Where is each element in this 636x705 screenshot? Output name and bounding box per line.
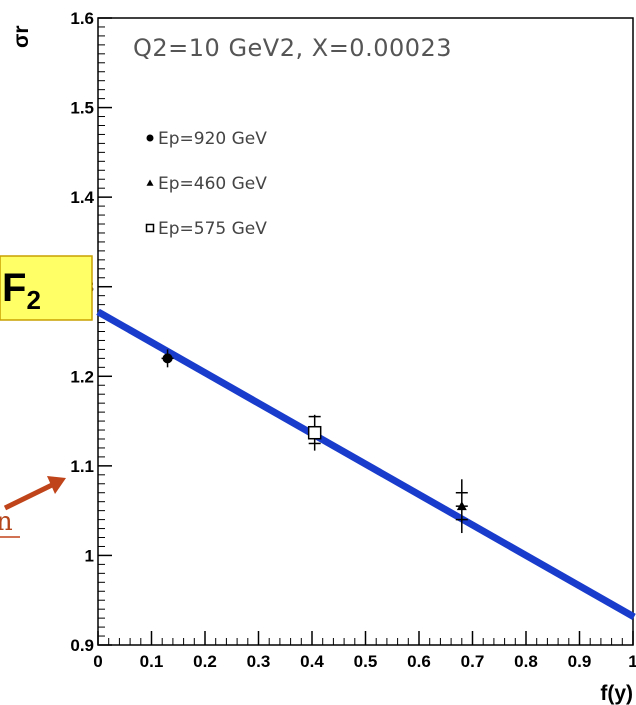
arrow-line [3, 482, 54, 511]
y-tick-label: 1.1 [70, 457, 94, 476]
y-tick-label: 1.5 [70, 99, 94, 118]
arrow-head [47, 476, 66, 494]
x-tick-label: 0.4 [300, 652, 324, 671]
x-tick-label: 0.6 [407, 652, 431, 671]
data-points [161, 349, 468, 534]
open-square-marker [307, 425, 322, 440]
legend-entry-label: Ep=920 GeV [158, 129, 267, 149]
y-tick-label: 0.9 [70, 636, 94, 655]
chart-title: Q2=10 GeV2, X=0.00023 [133, 34, 452, 62]
legend-entry-label: Ep=460 GeV [158, 174, 267, 194]
x-tick-label: 0.2 [193, 652, 217, 671]
triangle-marker [456, 501, 467, 511]
open-square-marker [145, 223, 155, 233]
plot-frame-group [97, 17, 634, 646]
circle-marker [146, 134, 154, 142]
x-tick-label: 0 [93, 652, 102, 671]
plot-frame [97, 17, 634, 646]
x-tick-label: 0.1 [140, 652, 164, 671]
fit-line [96, 308, 636, 620]
y-tick-label: 1.2 [70, 367, 94, 386]
x-tick-label: 0.3 [247, 652, 271, 671]
arrow-annotation: n [0, 476, 66, 538]
f2-label: F2 [2, 266, 41, 315]
y-tick-label: 1.4 [70, 188, 94, 207]
x-tick-label: 0.5 [354, 652, 378, 671]
x-axis-label: f(y) [600, 682, 633, 705]
y-axis-label-text: σr [10, 25, 33, 48]
y-tick-label: 1 [85, 546, 94, 565]
y-axis-label: σr [10, 25, 33, 48]
circle-marker [162, 353, 173, 364]
f2-annotation: F2 [0, 255, 93, 321]
x-tick-label: 0.7 [461, 652, 485, 671]
f2-letter: F [2, 266, 26, 310]
legend: Ep=920 GeV Ep=460 GeV Ep=575 GeV [145, 129, 267, 239]
partial-letter: n [0, 507, 13, 537]
f2-highlight-box [0, 255, 93, 321]
f2-subscript: 2 [26, 285, 40, 315]
axis-ticks [97, 17, 634, 646]
x-tick-label: 0.8 [514, 652, 538, 671]
x-tick-label: 1 [628, 652, 636, 671]
x-tick-label: 0.9 [568, 652, 592, 671]
y-tick-label: 1.6 [70, 9, 94, 28]
triangle-marker [146, 179, 154, 186]
legend-entry-label: Ep=575 GeV [158, 219, 267, 239]
